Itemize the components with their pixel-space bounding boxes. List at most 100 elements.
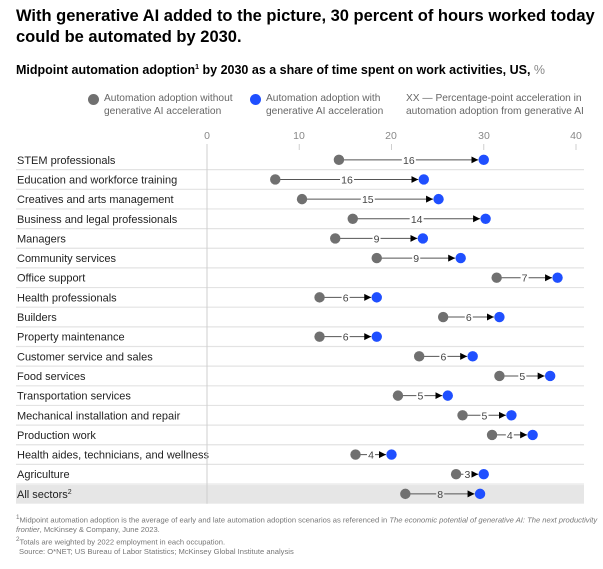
subtitle-unit: % xyxy=(533,63,546,77)
row-label: All sectors2 xyxy=(17,489,72,501)
delta-label: 16 xyxy=(341,174,353,186)
delta-label: 9 xyxy=(413,253,419,265)
dot-with-genai xyxy=(506,410,517,421)
x-tick-label: 40 xyxy=(570,130,582,142)
dot-with-genai xyxy=(417,233,429,244)
delta-label-bg xyxy=(401,153,416,166)
legend-label-without: Automation adoption without generative A… xyxy=(104,93,233,117)
dot-with-genai xyxy=(544,370,556,382)
source-note: Source: O*NET; US Bureau of Labor Statis… xyxy=(19,546,294,556)
x-tick-label: 10 xyxy=(293,130,305,142)
legend-label-delta: XX — Percentage-point acceleration in au… xyxy=(406,93,584,117)
row-label: STEM professionals xyxy=(17,155,116,167)
footnotes: 1Midpoint automation adoption is the ave… xyxy=(16,513,601,556)
dot-without-genai xyxy=(400,488,411,500)
dot-without-genai xyxy=(450,469,462,480)
dot-with-genai xyxy=(474,488,486,500)
delta-label: 5 xyxy=(519,371,525,383)
delta-label: 15 xyxy=(362,194,374,206)
row-label: Health professionals xyxy=(17,292,117,304)
x-tick-label: 0 xyxy=(204,130,210,142)
row-label: Mechanical installation and repair xyxy=(17,410,181,422)
dot-with-genai xyxy=(480,213,491,224)
delta-label-bg xyxy=(409,212,424,225)
row-label: Production work xyxy=(17,430,96,442)
legend-label-with: Automation adoption with generative AI a… xyxy=(266,93,384,117)
row-label: Office support xyxy=(17,273,85,285)
row-label: Business and legal professionals xyxy=(17,214,178,226)
dot-without-genai xyxy=(494,370,505,382)
dot-with-genai xyxy=(478,154,489,166)
dot-with-genai xyxy=(371,292,382,303)
row-label: Health aides, technicians, and wellness xyxy=(17,450,210,462)
delta-label-bg xyxy=(367,448,376,461)
dot-without-genai xyxy=(437,311,449,323)
delta-label-bg xyxy=(360,193,375,206)
footnote-1: 1Midpoint automation adoption is the ave… xyxy=(16,514,598,535)
delta-label-bg xyxy=(341,330,350,343)
delta-label: 6 xyxy=(441,351,447,363)
dot-without-genai xyxy=(314,331,325,342)
highlight-row-bg xyxy=(16,485,584,504)
dot-without-genai xyxy=(314,292,325,303)
dot-without-genai xyxy=(457,410,468,421)
dot-without-genai xyxy=(347,213,358,224)
dot-with-genai xyxy=(455,252,466,264)
delta-label-bg xyxy=(341,291,350,304)
dot-without-genai xyxy=(491,272,502,283)
delta-label: 7 xyxy=(522,273,528,285)
delta-label-bg xyxy=(520,271,529,284)
dot-without-genai xyxy=(392,390,404,401)
delta-label: 8 xyxy=(437,489,443,501)
delta-label-bg xyxy=(518,369,527,382)
delta-label-bg xyxy=(372,232,381,245)
dot-with-genai xyxy=(467,351,478,362)
dot-with-genai xyxy=(371,331,382,342)
delta-label: 14 xyxy=(411,214,423,226)
delta-label-bg xyxy=(463,468,472,481)
delta-label-bg xyxy=(416,389,425,402)
subtitle-footnote-marker: 1 xyxy=(195,63,200,71)
row-label: Transportation services xyxy=(17,391,131,403)
row-label: Customer service and sales xyxy=(17,351,153,363)
row-label: Agriculture xyxy=(17,469,70,481)
dot-with-genai xyxy=(478,469,489,480)
dot-with-genai xyxy=(552,272,563,283)
row-label: Education and workforce training xyxy=(17,174,177,186)
dot-without-genai xyxy=(330,233,341,244)
delta-label: 5 xyxy=(482,410,488,422)
dot-with-genai xyxy=(527,429,538,441)
row-label: Property maintenance xyxy=(17,332,125,344)
footnote-2: 2Totals are weighted by 2022 employment … xyxy=(16,535,226,547)
x-tick-label: 30 xyxy=(478,130,490,142)
delta-label-bg xyxy=(436,487,445,500)
delta-label: 4 xyxy=(507,430,513,442)
dot-without-genai xyxy=(486,429,498,441)
delta-label-bg xyxy=(464,311,473,324)
row-label: Food services xyxy=(17,371,86,383)
dot-without-genai xyxy=(333,154,345,166)
dot-without-genai xyxy=(270,174,281,185)
delta-label: 5 xyxy=(417,391,423,403)
delta-label: 9 xyxy=(374,233,380,245)
dot-with-genai xyxy=(418,174,429,185)
delta-label: 6 xyxy=(343,332,349,344)
dot-with-genai xyxy=(494,311,505,323)
row-label: Community services xyxy=(17,253,117,265)
dot-with-genai xyxy=(386,449,397,460)
delta-label-bg xyxy=(480,409,489,422)
subtitle-rest: by 2030 as a share of time spent on work… xyxy=(199,63,534,77)
delta-label-bg xyxy=(412,252,421,265)
dot-without-genai xyxy=(371,252,382,264)
x-tick-label: 20 xyxy=(385,130,397,142)
dot-with-genai xyxy=(433,193,444,205)
row-label: Builders xyxy=(17,312,57,324)
chart-subtitle: Midpoint automation adoption1 by 2030 as… xyxy=(16,63,545,77)
dot-without-genai xyxy=(296,193,308,205)
chart-title: With generative AI added to the picture,… xyxy=(16,7,595,46)
dot-without-genai xyxy=(413,351,425,362)
delta-label-bg xyxy=(340,173,355,186)
subtitle-main: Midpoint automation adoption xyxy=(16,63,196,77)
delta-label: 6 xyxy=(343,292,349,304)
